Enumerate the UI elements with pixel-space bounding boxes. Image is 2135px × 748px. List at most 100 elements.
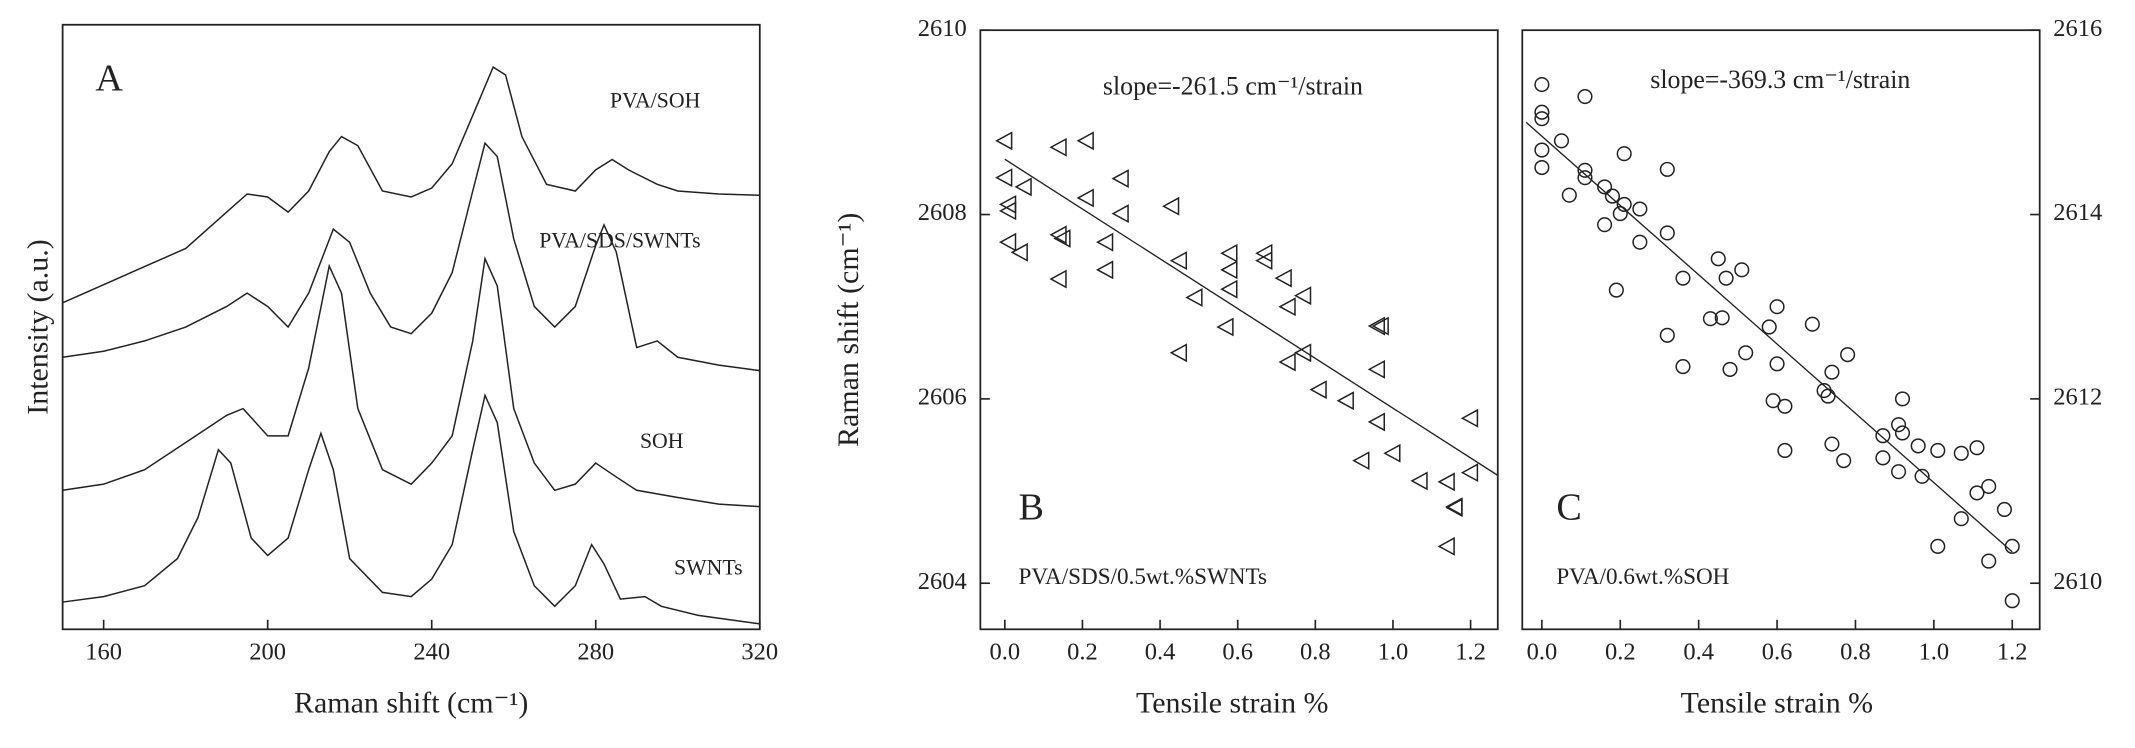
- data-point: [1836, 453, 1852, 469]
- data-point: [1534, 159, 1550, 176]
- x-tick-label: 1.2: [1997, 638, 2028, 665]
- x-tick-label: 0.4: [1145, 638, 1176, 665]
- x-tick-label: 0.6: [1222, 638, 1253, 665]
- data-point: [1410, 471, 1428, 491]
- data-point: [1675, 270, 1691, 286]
- x-tick-label: 0.2: [1067, 638, 1098, 665]
- data-point: [1169, 343, 1188, 363]
- plot-frame: [979, 29, 1499, 631]
- x-tick-label: 0.8: [1300, 638, 1331, 665]
- data-point: [1534, 77, 1550, 93]
- data-point: [1632, 234, 1648, 250]
- series-label: SWNTs: [674, 555, 743, 579]
- data-point: [1891, 464, 1907, 480]
- y-tick-label: 2612: [2053, 384, 2102, 411]
- x-axis-label: Raman shift (cm⁻¹): [294, 686, 528, 719]
- spectrum-line: [62, 65, 760, 304]
- data-point: [1894, 425, 1911, 441]
- data-point: [1969, 440, 1985, 456]
- sample-label: PVA/0.6wt.%SOH: [1556, 564, 1729, 590]
- sample-label: PVA/SDS/0.5wt.%SWNTs: [1018, 564, 1267, 590]
- x-tick-label: 200: [249, 638, 286, 665]
- data-point: [1095, 232, 1114, 252]
- data-point: [1352, 451, 1370, 471]
- data-point: [1111, 204, 1129, 224]
- panel-label: C: [1556, 487, 1581, 529]
- data-point: [1076, 188, 1094, 208]
- data-point: [1278, 297, 1296, 317]
- y-tick-label: 2610: [918, 15, 967, 42]
- data-point: [1996, 501, 2012, 518]
- data-point: [1738, 345, 1754, 361]
- y-axis-label: Intensity (a.u.): [22, 239, 55, 414]
- data-point: [998, 232, 1017, 252]
- series-label: PVA/SDS/SWNTs: [539, 229, 700, 253]
- data-point: [1734, 262, 1750, 278]
- y-tick-label: 2614: [2053, 199, 2102, 226]
- x-tick-label: 0.6: [1762, 638, 1793, 665]
- data-point: [1577, 88, 1593, 105]
- data-point: [995, 131, 1013, 151]
- plot-frame: [61, 23, 761, 631]
- data-point: [1169, 251, 1188, 271]
- data-point: [1702, 311, 1718, 327]
- data-point: [1616, 196, 1632, 212]
- x-axis-label: Tensile strain %: [1681, 686, 1873, 719]
- data-point: [1632, 201, 1648, 217]
- y-axis-label: Raman shift (cm⁻¹): [832, 213, 865, 447]
- data-point: [1367, 412, 1385, 432]
- data-point: [1336, 391, 1354, 411]
- data-point: [1969, 485, 1985, 501]
- series-label: PVA/SOH: [610, 88, 701, 112]
- data-point: [1053, 229, 1071, 248]
- panel-label: A: [95, 58, 123, 100]
- data-point: [1953, 511, 1969, 527]
- y-tick-label: 2610: [2053, 568, 2102, 595]
- data-point: [1383, 443, 1401, 463]
- data-point: [1608, 282, 1624, 298]
- data-point: [1718, 270, 1734, 286]
- data-point: [1981, 478, 1997, 494]
- data-point: [1309, 380, 1327, 400]
- data-point: [1161, 196, 1180, 216]
- data-point: [1220, 260, 1238, 280]
- spectrum-line: [62, 141, 760, 372]
- data-point: [1914, 468, 1930, 484]
- data-point: [1577, 170, 1593, 186]
- data-point: [2004, 593, 2020, 609]
- x-tick-label: 0.4: [1683, 638, 1714, 665]
- data-point: [1875, 450, 1891, 466]
- data-point: [1597, 179, 1613, 195]
- data-point: [1659, 161, 1675, 177]
- data-point: [1675, 359, 1691, 375]
- plot-frame: [1521, 29, 2041, 631]
- data-point: [1710, 251, 1726, 267]
- slope-annotation: slope=-261.5 cm⁻¹/strain: [1103, 72, 1363, 101]
- data-point: [1014, 177, 1032, 197]
- data-point: [1930, 538, 1946, 554]
- data-point: [1577, 162, 1593, 178]
- data-point: [1777, 442, 1793, 459]
- data-point: [1824, 436, 1840, 452]
- x-tick-label: 0.8: [1840, 638, 1871, 665]
- data-point: [1553, 133, 1570, 149]
- x-tick-label: 240: [413, 638, 450, 665]
- data-point: [1612, 206, 1628, 222]
- data-point: [1274, 268, 1292, 288]
- fit-line: [1004, 158, 1499, 476]
- y-tick-label: 2608: [918, 199, 967, 226]
- spectrum-line: [62, 393, 760, 625]
- x-tick-label: 160: [85, 638, 122, 665]
- data-point: [1769, 356, 1785, 372]
- data-point: [1220, 243, 1238, 263]
- data-point: [1659, 225, 1675, 241]
- data-point: [1293, 343, 1312, 363]
- data-point: [1185, 288, 1203, 307]
- data-point: [1722, 361, 1738, 377]
- data-point: [1111, 169, 1129, 189]
- data-point: [1278, 352, 1296, 372]
- x-tick-label: 0.0: [1527, 638, 1558, 665]
- data-point: [1777, 398, 1793, 414]
- spectrum-line: [62, 256, 760, 508]
